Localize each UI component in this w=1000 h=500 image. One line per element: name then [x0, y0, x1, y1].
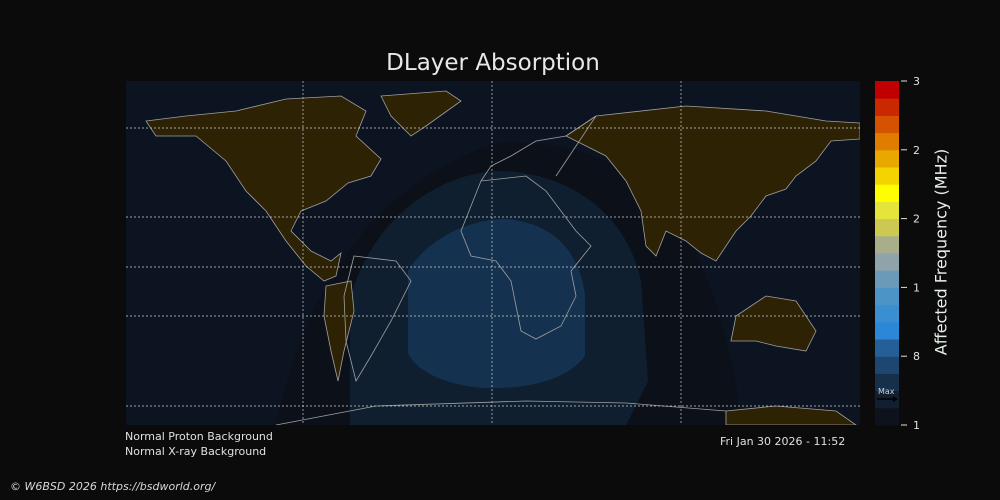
max-marker-label: Max	[878, 387, 895, 396]
colorbar-bin	[875, 270, 899, 288]
colorbar-bin	[875, 184, 899, 202]
colorbar-tick-label: 8	[913, 350, 920, 363]
colorbar-bin	[875, 356, 899, 374]
europe-outline	[480, 115, 597, 182]
absorption-zone-high	[408, 219, 585, 389]
colorbar-bin	[875, 218, 899, 237]
colorbar-bin	[875, 235, 899, 254]
night-landmasses	[145, 90, 860, 425]
south-america-outline	[343, 255, 412, 383]
colorbar-bin	[875, 253, 899, 271]
colorbar-tick-label: 15	[913, 281, 920, 294]
greenland	[380, 90, 462, 137]
africa-outline	[460, 175, 592, 340]
north-america	[145, 95, 382, 282]
south-america-tip	[323, 280, 355, 382]
proton-status: Normal Proton Background	[125, 430, 273, 443]
map-title: DLayer Absorption	[386, 50, 600, 76]
colorbar-bin	[875, 98, 899, 116]
colorbar-bin	[875, 339, 899, 357]
eurasia	[565, 105, 860, 262]
colorbar-bin	[875, 287, 899, 306]
colorbar-bin	[875, 304, 899, 323]
xray-status: Normal X-ray Background	[125, 445, 267, 458]
colorbar-bin	[875, 201, 899, 220]
colorbar-tick-label: 22	[913, 213, 920, 226]
timestamp: Fri Jan 30 2026 - 11:52	[720, 435, 846, 448]
colorbar-bin	[875, 373, 899, 392]
colorbar-bin	[875, 132, 899, 151]
colorbar-bin	[875, 407, 899, 426]
graticule	[126, 81, 860, 425]
colorbar-bin	[875, 81, 899, 99]
colorbar-label: Affected Frequency (MHz)	[931, 148, 951, 356]
copyright-footer[interactable]: © W6BSD 2026 https://bsdworld.org/	[10, 480, 216, 493]
australia	[730, 295, 817, 352]
max-marker-arrowhead-icon	[893, 396, 898, 402]
colorbar-bin	[875, 115, 899, 134]
colorbar-bin	[875, 149, 899, 168]
colorbar: 36 29 22 15 8 1 Max	[875, 75, 920, 432]
colorbar-tick-label: 29	[913, 144, 920, 157]
colorbar-tick-label: 1	[913, 419, 920, 432]
absorption-map	[126, 81, 860, 425]
antarctica	[725, 405, 857, 425]
colorbar-bin	[875, 167, 899, 185]
colorbar-bin	[875, 321, 899, 340]
colorbar-tick-label: 36	[913, 75, 920, 88]
